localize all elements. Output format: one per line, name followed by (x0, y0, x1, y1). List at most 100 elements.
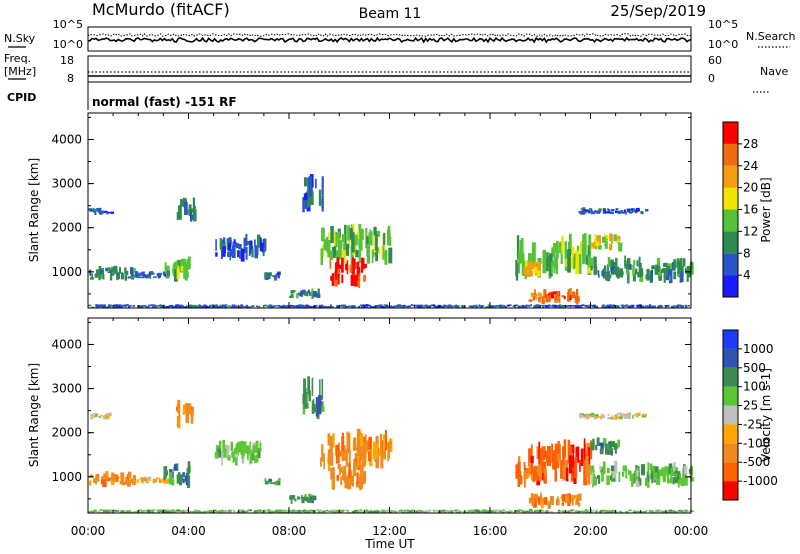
y-tick-label: 1000 (51, 265, 82, 279)
heatmap-region-1 (90, 412, 112, 420)
colorbar-tick-label: 100 (743, 380, 766, 394)
colorbar-tick-label: -25 (743, 417, 763, 431)
colorbar-tick-label: 500 (743, 361, 766, 375)
power-colorbar: 4 8 12 16 20 24 28 (722, 121, 758, 298)
velocity-heatmap (88, 376, 695, 514)
heatmap-region-5 (214, 439, 262, 466)
colorbar-segment (723, 462, 738, 482)
y-tick-label: 2000 (51, 426, 82, 440)
y-tick-label: 1000 (51, 470, 82, 484)
heatmap-region-3 (164, 256, 191, 282)
heatmap-region-14 (590, 437, 621, 456)
heatmap-region-7 (289, 288, 321, 299)
heatmap-region-12 (523, 462, 542, 482)
x-tick-label: 04:00 (171, 524, 206, 538)
nave-tick-bottom: 0 (708, 72, 715, 85)
colorbar-segment (723, 386, 738, 406)
y-tick-label: 2000 (51, 221, 82, 235)
station-title: McMurdo (fitACF) (92, 0, 230, 19)
velocity-y-axis: 1000 2000 3000 4000 (51, 321, 691, 500)
colorbar-tick-label: -500 (743, 455, 770, 469)
power-y-axis: 1000 2000 3000 4000 (51, 116, 691, 295)
colorbar-tick-label: 25 (743, 399, 758, 413)
colorbar-tick-label: 28 (743, 137, 758, 151)
power-ylabel: Slant Range [km] (27, 158, 41, 262)
heatmap-region-2 (133, 476, 171, 484)
y-tick-label: 4000 (51, 132, 82, 146)
heatmap-region-9 (330, 460, 367, 491)
colorbar-segment (723, 405, 738, 425)
heatmap-region-6 (264, 478, 281, 486)
heatmap-region-7 (289, 493, 317, 504)
freq-tick-top: 18 (60, 54, 74, 67)
nsearch-tick-bottom: 10^0 (708, 38, 738, 51)
x-tick-label: 00:00 (71, 524, 106, 538)
heatmap-region-12 (523, 261, 541, 278)
beam-title: Beam 11 (359, 6, 422, 22)
velocity-colorbar: -1000 -500 -100 -25 25 100 500 1000 (722, 329, 778, 501)
nsearch-tick-top: 10^5 (708, 18, 738, 31)
heatmap-region-13 (555, 233, 593, 275)
colorbar-tick-label: -1000 (743, 474, 778, 488)
power-colorbar-label: Power [dB] (759, 177, 773, 242)
freq-label-2: [MHz] (4, 65, 36, 78)
x-tick-label: 00:00 (674, 524, 709, 538)
power-heatmap (88, 174, 694, 309)
heatmap-region-5 (215, 233, 267, 262)
cpid-label: CPID (7, 91, 36, 104)
colorbar-segment (723, 165, 738, 188)
nsky-tick-top: 10^5 (53, 18, 83, 31)
x-tick-label: 08:00 (272, 524, 307, 538)
cpid-text: normal (fast) -151 RF (92, 95, 237, 109)
heatmap-region-4 (176, 197, 197, 222)
nave-label: Nave (760, 65, 788, 78)
freq-tick-bottom: 8 (67, 72, 74, 85)
date-title: 25/Sep/2019 (610, 2, 706, 20)
colorbar-segment (723, 330, 738, 349)
colorbar-tick-label: 12 (743, 224, 758, 238)
freq-label-1: Freq. (4, 52, 31, 65)
colorbar-segment (723, 275, 738, 297)
colorbar-segment (723, 209, 738, 232)
heatmap-region-17 (528, 492, 582, 509)
colorbar-tick-label: 1000 (743, 342, 774, 356)
noise-traces (87, 33, 692, 44)
colorbar-segment (723, 143, 738, 166)
x-tick-label: 20:00 (573, 524, 608, 538)
colorbar-tick-label: 16 (743, 203, 758, 217)
colorbar-segment (723, 424, 738, 444)
heatmap-region-10 (302, 174, 324, 213)
heatmap-region-3 (163, 461, 191, 488)
time-x-axis: 00:00 04:00 08:00 12:00 16:00 20:00 00:00 (71, 113, 709, 538)
x-axis-label: Time UT (364, 537, 415, 551)
x-tick-label: 12:00 (372, 524, 407, 538)
heatmap-region-4 (176, 399, 194, 429)
velocity-colorbar-label: Velocity [m s-1] (759, 368, 773, 462)
heatmap-region-0 (89, 471, 137, 488)
heatmap-region-13 (556, 438, 593, 486)
colorbar-tick-label: -100 (743, 436, 770, 450)
heatmap-region-16 (578, 207, 649, 215)
y-tick-label: 4000 (51, 337, 82, 351)
heatmap-region-17 (528, 288, 580, 305)
colorbar-segment (723, 122, 738, 144)
heatmap-region-1 (88, 207, 114, 215)
heatmap-region-11 (515, 441, 559, 488)
heatmap-region-2 (133, 271, 169, 279)
heatmap-region-14 (591, 233, 623, 252)
heatmap-region-6 (264, 271, 281, 281)
colorbar-segment (723, 187, 738, 210)
nsky-tick-bottom: 10^0 (53, 38, 83, 51)
colorbar-segment (723, 443, 738, 463)
y-tick-label: 3000 (51, 382, 82, 396)
nsky-label: N.Sky (4, 32, 36, 45)
x-tick-label: 16:00 (473, 524, 508, 538)
colorbar-segment (723, 348, 738, 368)
colorbar-tick-label: 8 (743, 246, 751, 260)
colorbar-segment (723, 481, 738, 500)
velocity-ylabel: Slant Range [km] (27, 363, 41, 467)
heatmap-region-9 (329, 257, 367, 288)
freq-panel-frame (87, 55, 692, 83)
heatmap-region-16 (579, 412, 647, 420)
